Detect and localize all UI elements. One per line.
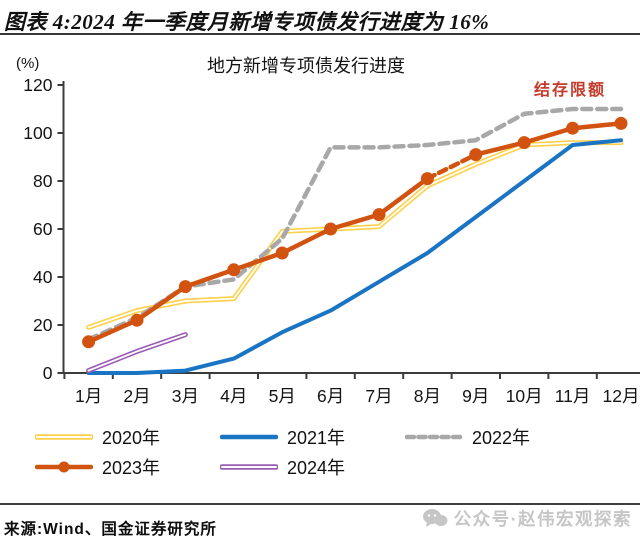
y-tick-label: 120 (23, 75, 52, 95)
series-2023年-marker (275, 246, 289, 260)
x-tick-label: 10月 (506, 386, 543, 406)
x-tick-label: 12月 (603, 386, 640, 406)
x-tick-label: 11月 (555, 386, 591, 406)
series-2023年-marker (372, 208, 386, 222)
series-2021年-line (86, 138, 623, 375)
legend-label: 2023年 (102, 458, 161, 478)
x-tick-label: 9月 (462, 386, 489, 406)
legend-swatch (220, 464, 278, 470)
x-tick-label: 1月 (75, 386, 102, 406)
x-tick-label: 5月 (269, 386, 296, 406)
series-2020年-line-inner (87, 141, 622, 329)
series-2023年-marker (227, 263, 241, 277)
series-2023年-marker (420, 172, 434, 186)
legend-item-2022年: 2022年 (405, 424, 530, 450)
wechat-icon (422, 509, 448, 527)
legend-item-2023年: 2023年 (35, 454, 220, 480)
x-tick-label: 6月 (317, 386, 344, 406)
y-tick-label: 40 (33, 267, 53, 287)
y-tick-label: 80 (33, 171, 53, 191)
source-text: 来源:Wind、国金证券研究所 (4, 521, 217, 538)
chart-legend: 2020年 2021年 2022年 2023年 2024年 (35, 424, 530, 480)
legend-swatch (220, 434, 278, 440)
y-tick-label: 60 (33, 219, 53, 239)
legend-label: 2020年 (102, 428, 161, 448)
series-2024年-line-inner (87, 333, 187, 372)
figure-title: 图表 4:2024 年一季度月新增专项债发行进度为 16% (0, 0, 640, 35)
series-2023年-marker (614, 116, 628, 130)
legend-label: 2021年 (287, 428, 346, 448)
legend-swatch (35, 434, 93, 440)
watermark-text: 公众号·赵伟宏观探索 (453, 509, 632, 529)
series-2023年-marker (324, 222, 338, 236)
legend-label: 2024年 (287, 458, 346, 478)
legend-label: 2022年 (472, 428, 531, 448)
series-2023年-marker (82, 335, 96, 349)
legend-item-2024年: 2024年 (220, 454, 405, 480)
chart-canvas: 0 20 40 60 80 100 120 1月 2月 3月 4月 5月 6月 7月 8月 9月 10月 11月 1… (23, 75, 640, 406)
legend-swatch (405, 434, 463, 440)
legend-item-2020年: 2020年 (35, 424, 220, 450)
x-tick-label: 3月 (172, 386, 199, 406)
series-2023年-marker (469, 148, 483, 162)
series-2023年-marker (517, 136, 531, 150)
series-2023年-line (86, 176, 430, 345)
footer-divider (0, 503, 640, 505)
y-axis-unit-label: (%) (16, 55, 40, 72)
y-tick-label: 20 (33, 315, 53, 335)
x-tick-label: 7月 (365, 386, 392, 406)
x-tick-label: 8月 (414, 386, 441, 406)
series-2023年-marker (566, 121, 580, 135)
legend-swatch (35, 461, 93, 473)
x-tick-label: 2月 (123, 386, 150, 406)
y-tick-label: 0 (43, 363, 53, 383)
chart-title: 地方新增专项债发行进度 (207, 56, 405, 76)
y-tick-label: 100 (23, 123, 52, 143)
series-2023年-marker (130, 313, 144, 327)
series-2023年-line (473, 121, 624, 157)
series-2023年-line-dashed-seg (425, 152, 479, 181)
watermark: 公众号·赵伟宏观探索 (422, 506, 632, 531)
legend-item-2021年: 2021年 (220, 424, 405, 450)
x-tick-label: 4月 (220, 386, 247, 406)
series-2023年-marker (178, 280, 192, 294)
carryover-limit-annotation: 结存限额 (533, 82, 606, 99)
